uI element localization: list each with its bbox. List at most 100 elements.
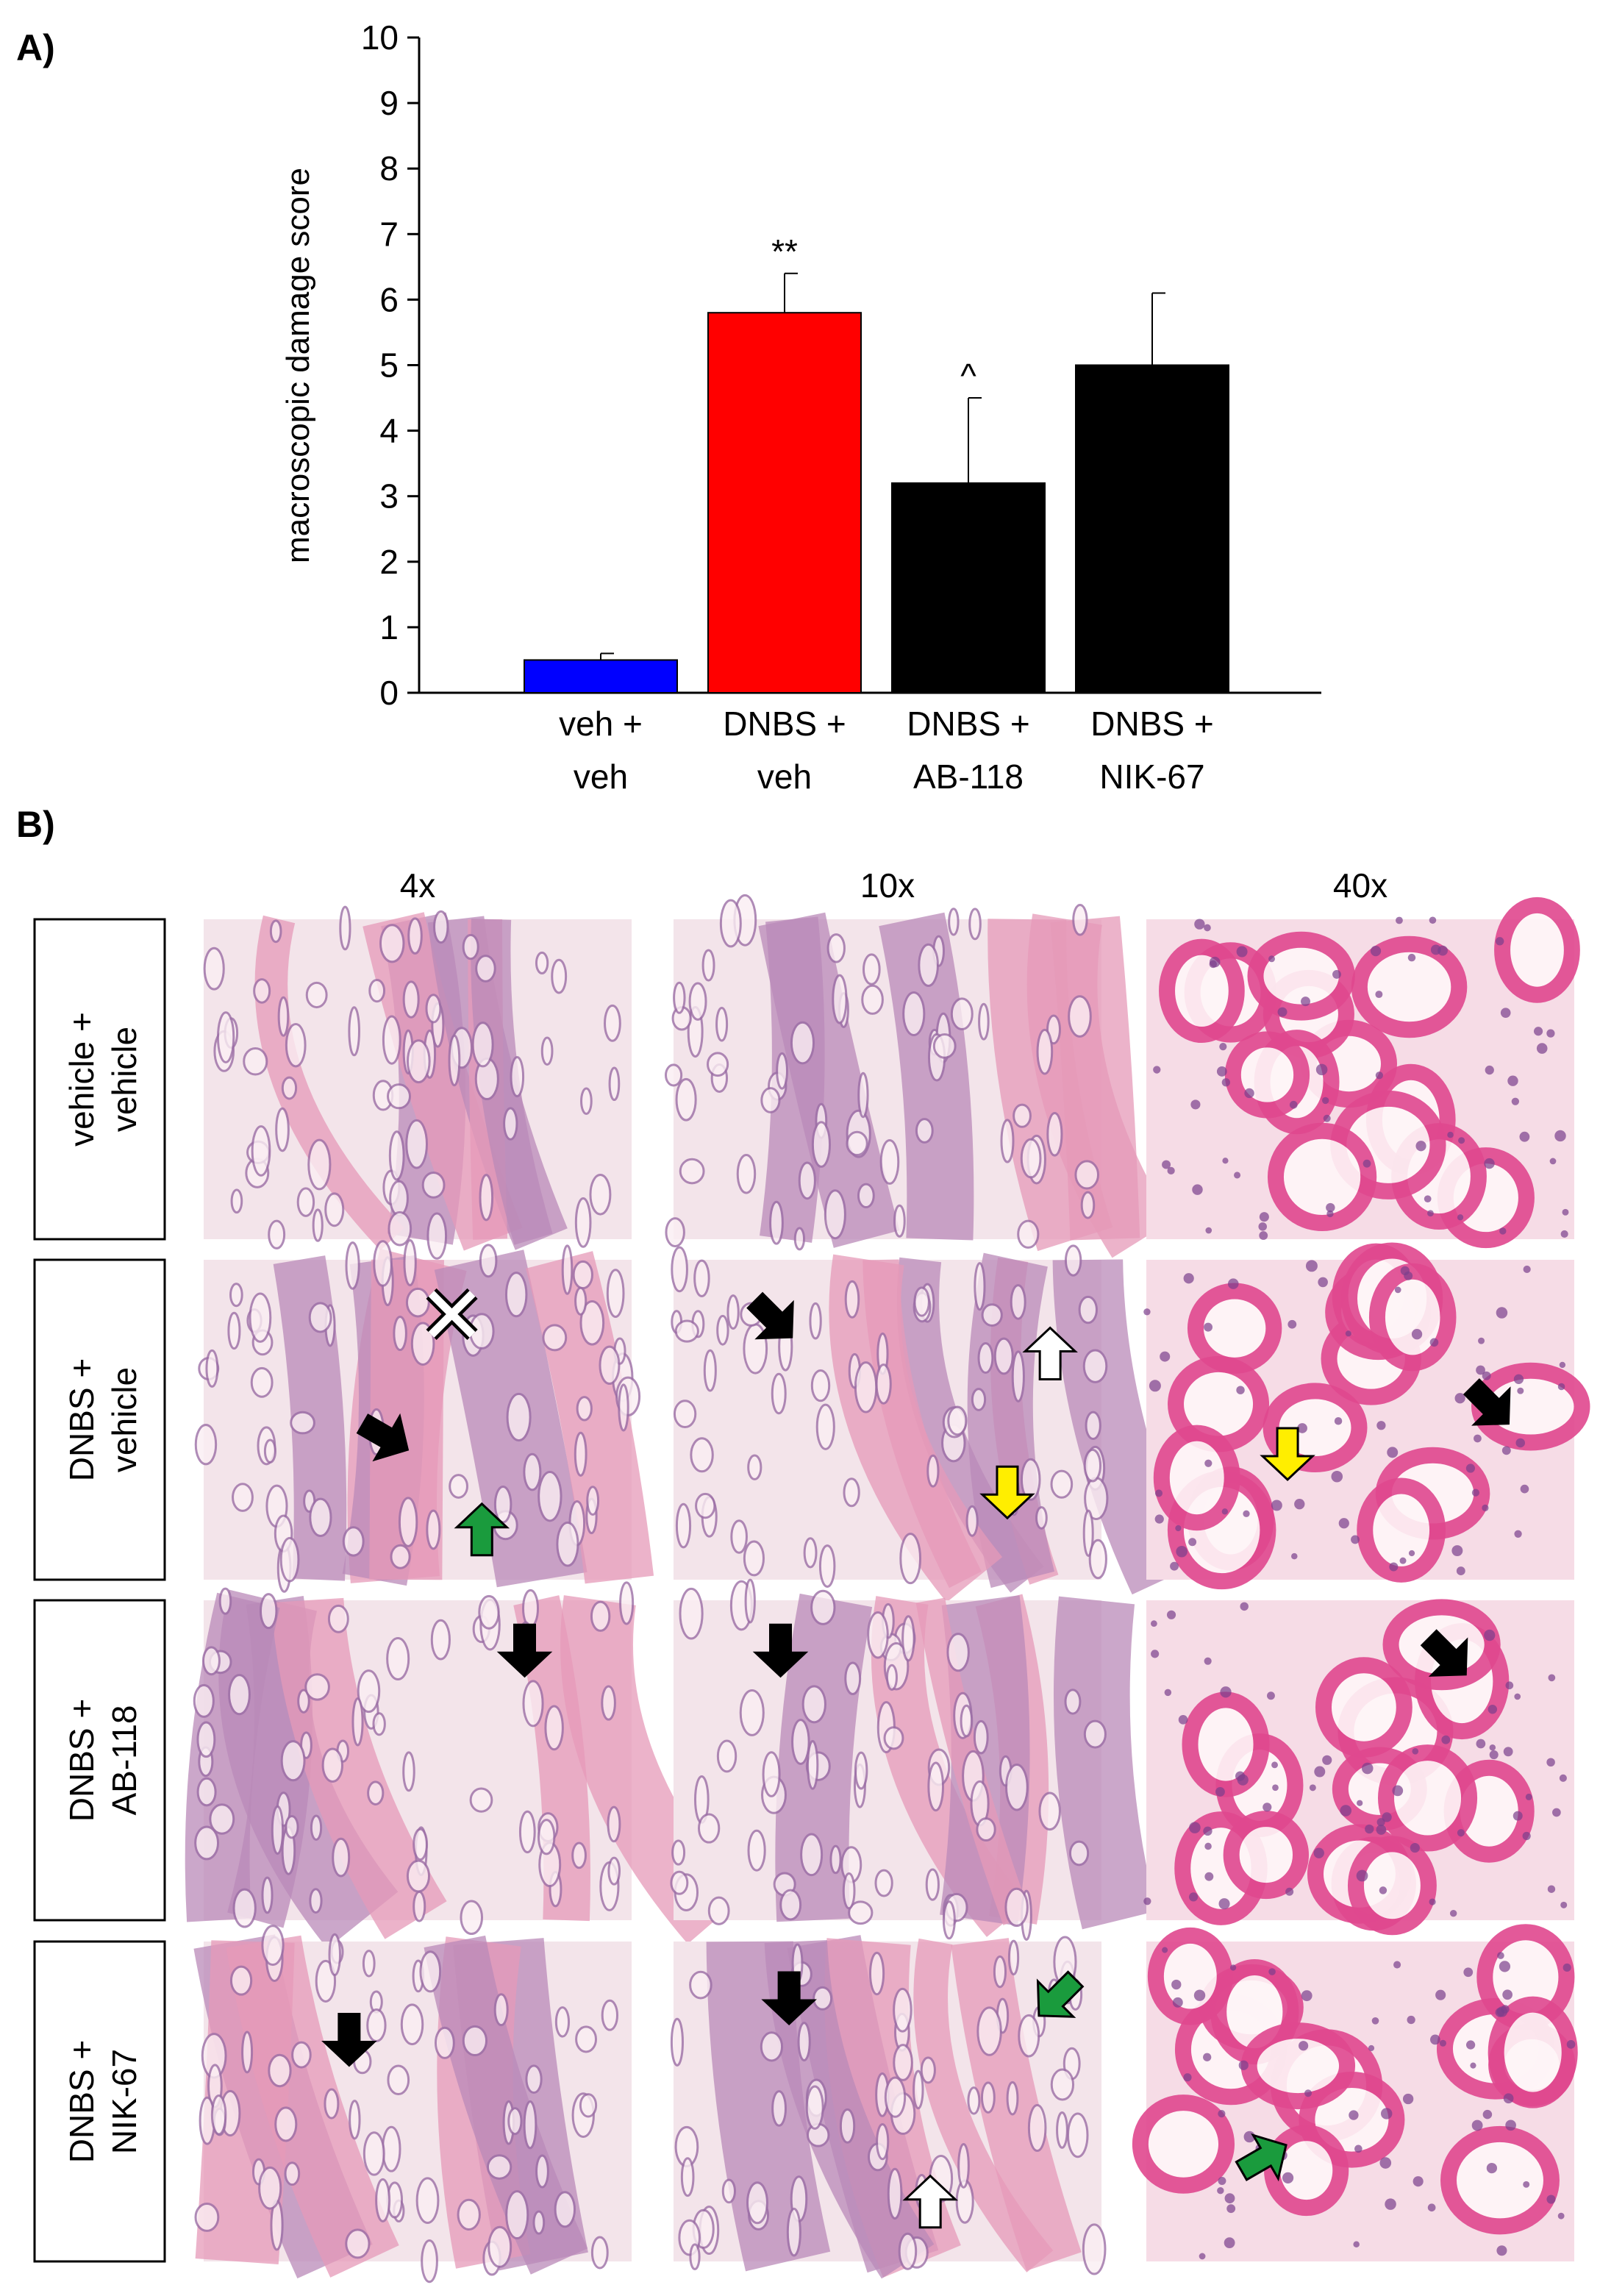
nucleus	[1217, 2186, 1224, 2195]
nucleus	[1410, 1842, 1420, 1853]
crypt	[715, 1006, 729, 1042]
gland	[1240, 2022, 1356, 2110]
nucleus	[1167, 1166, 1175, 1174]
crypt	[576, 1396, 593, 1422]
crypt	[747, 1454, 762, 1480]
nucleus	[1236, 946, 1248, 958]
crypt	[901, 1615, 915, 1662]
crypt	[203, 946, 225, 991]
crypt	[664, 1063, 683, 1087]
crypt	[405, 1119, 428, 1169]
nucleus	[1499, 1961, 1511, 1972]
nucleus	[1484, 1629, 1496, 1641]
crypt	[607, 1805, 621, 1843]
nucleus	[1143, 1897, 1151, 1905]
nucleus	[1321, 1097, 1329, 1105]
crypt	[478, 1594, 500, 1630]
nucleus	[1562, 1963, 1571, 1972]
nucleus	[1478, 1337, 1485, 1344]
gland	[1494, 896, 1580, 1003]
crypt	[268, 1219, 286, 1249]
nucleus	[1499, 1227, 1507, 1235]
crypt	[1004, 1887, 1029, 1928]
nucleus	[1379, 1886, 1388, 1894]
nucleus	[1282, 2172, 1294, 2183]
crypt	[974, 1262, 986, 1311]
crypt	[201, 1646, 221, 1676]
crypt	[846, 1130, 868, 1157]
nucleus	[1525, 1793, 1532, 1800]
nucleus	[1271, 1500, 1282, 1511]
nucleus	[1237, 1774, 1249, 1786]
gland	[1187, 1283, 1282, 1374]
nucleus	[1240, 1602, 1249, 1611]
nucleus	[1476, 1365, 1485, 1375]
crypt	[210, 2094, 227, 2136]
crypt	[544, 1705, 564, 1751]
crypt	[977, 1341, 994, 1375]
y-tick-label: 0	[379, 674, 399, 712]
crypt	[927, 1761, 945, 1812]
nucleus	[1402, 2093, 1414, 2105]
crypt	[351, 1697, 364, 1747]
gland	[1351, 935, 1468, 1038]
crypt	[522, 1589, 540, 1628]
crypt	[730, 1519, 748, 1554]
crypt	[968, 908, 982, 941]
crypt	[747, 1829, 766, 1872]
crypt	[743, 1540, 765, 1577]
y-tick-label: 1	[379, 608, 399, 646]
nucleus	[1314, 1766, 1326, 1778]
crypt	[1006, 2081, 1019, 2116]
nucleus	[1203, 1826, 1212, 1836]
crypt	[601, 1685, 616, 1721]
nucleus	[1382, 1812, 1392, 1822]
crypt	[947, 1405, 968, 1436]
bar	[707, 312, 862, 694]
nucleus	[1375, 991, 1383, 999]
crypt	[993, 1955, 1007, 1989]
crypt	[493, 1993, 509, 2027]
crypt	[885, 1664, 898, 1691]
crypt	[285, 1815, 299, 1839]
crypt	[689, 1970, 712, 2000]
crypt	[296, 1187, 315, 1217]
nucleus	[1485, 1065, 1494, 1075]
crypt	[606, 1269, 625, 1319]
crypt	[1064, 1244, 1082, 1277]
arrow	[1260, 1427, 1315, 1482]
crypt	[1020, 1458, 1041, 1501]
crypt	[978, 1002, 990, 1041]
nucleus	[1216, 1066, 1227, 1077]
crypt	[809, 1302, 822, 1340]
crypt	[398, 1497, 418, 1547]
nucleus	[1470, 2062, 1476, 2069]
tissue-band	[185, 1592, 280, 1922]
crypt	[250, 1366, 274, 1398]
crypt	[362, 2131, 385, 2176]
crypt	[205, 1349, 219, 1388]
crypt	[535, 2154, 549, 2189]
nucleus	[1205, 1227, 1212, 1234]
crypt	[297, 1689, 310, 1714]
nucleus	[1549, 1158, 1557, 1165]
nucleus	[1238, 2060, 1249, 2070]
crypt	[1064, 1689, 1082, 1715]
nucleus	[1471, 2119, 1483, 2131]
y-tick-label: 4	[379, 412, 399, 450]
crypt	[815, 1403, 835, 1450]
crypt	[861, 984, 884, 1015]
row-label-line: DNBS +	[63, 1358, 101, 1481]
crypt	[893, 1987, 913, 2033]
crypt	[716, 1314, 729, 1346]
crypt	[721, 2178, 736, 2204]
crypt	[673, 981, 686, 1014]
nucleus	[1548, 1674, 1556, 1682]
x-tick-label: DNBS +	[723, 705, 846, 743]
crypt	[913, 2069, 924, 2110]
crypt	[362, 1950, 376, 1978]
crypt	[194, 2202, 220, 2232]
nucleus	[1258, 1222, 1268, 1231]
nucleus	[1560, 1901, 1568, 1908]
crypt	[308, 1302, 332, 1333]
